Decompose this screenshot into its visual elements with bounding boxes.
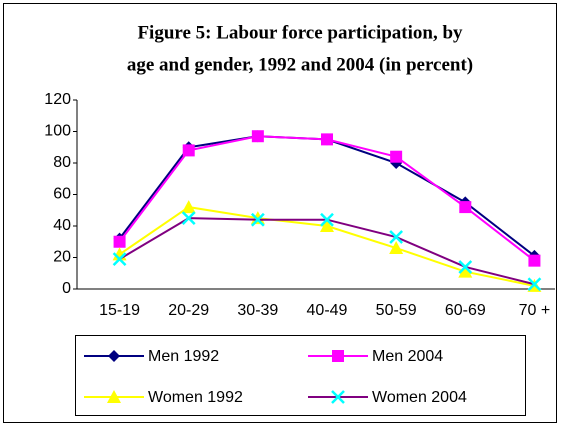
x-tick-label: 40-49 [307,302,348,319]
data-point [113,235,126,248]
legend-label: Women 2004 [372,389,467,406]
chart-title: age and gender, 1992 and 2004 (in percen… [127,54,473,75]
legend-label: Men 1992 [148,348,219,365]
data-point [320,219,334,232]
y-tick-label: 20 [53,249,71,266]
y-tick-label: 120 [44,91,71,108]
y-tick-label: 0 [62,280,71,297]
legend-marker [331,390,345,404]
data-point [390,150,403,163]
data-point [250,212,265,227]
data-point [112,252,127,266]
legend-marker [332,350,344,362]
x-tick-label: 15-19 [99,302,140,319]
legend-marker [107,390,121,403]
y-tick-label: 60 [53,186,71,203]
legend-marker [108,350,120,362]
data-point [321,133,333,146]
x-tick-label: 50-59 [376,302,417,319]
data-point [389,241,404,255]
x-tick-label: 70 + [519,302,551,319]
data-point [181,200,196,214]
legend-label: Women 1992 [148,389,243,406]
y-tick-label: 100 [44,123,71,140]
data-point [320,212,334,227]
x-tick-label: 30-39 [237,302,278,319]
data-point [527,277,542,292]
data-point [528,254,541,267]
legend-label: Men 2004 [372,348,443,365]
data-point [458,260,473,274]
chart-title: Figure 5: Labour force participation, by [137,22,463,43]
data-point [458,264,473,278]
data-point [389,230,404,244]
data-point [182,144,195,157]
legend-box [75,335,526,416]
y-tick-label: 40 [53,217,71,234]
data-point [459,201,472,214]
x-tick-label: 20-29 [168,302,209,319]
data-point [250,211,265,225]
x-tick-label: 60-69 [445,302,486,319]
data-point [251,130,264,143]
data-point [181,211,196,226]
y-tick-label: 80 [53,154,71,171]
